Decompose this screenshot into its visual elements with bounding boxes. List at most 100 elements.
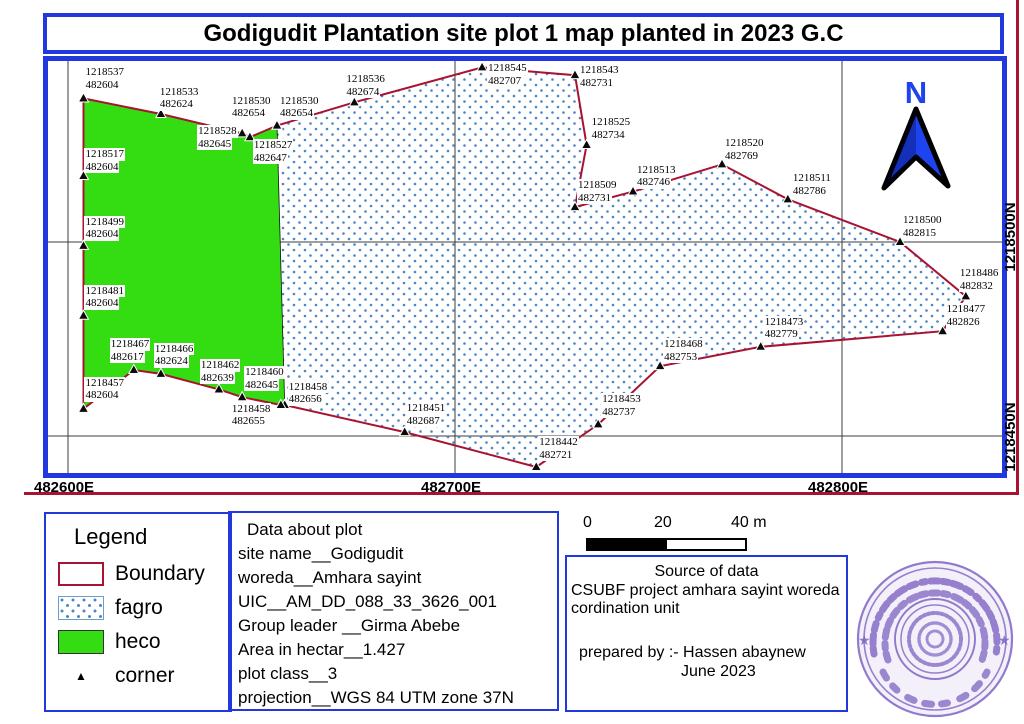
northing-value: 1218511 (791, 172, 832, 185)
easting-value: 482624 (153, 355, 189, 368)
northing-value: 1218460 (244, 366, 285, 379)
corner-marker-triangle (781, 192, 794, 204)
northing-value: 1218528 (197, 125, 238, 138)
corner-marker-triangle (236, 126, 248, 138)
plot-info-line: Data about plot (247, 520, 363, 539)
corner-coordinate-label: 1218451 482687 (405, 402, 447, 428)
north-label: N (905, 75, 927, 110)
easting-value: 482604 (84, 160, 120, 174)
scale-bar-empty-half (666, 540, 745, 549)
corner-marker-triangle (127, 363, 140, 375)
corner-marker-triangle (936, 324, 949, 336)
legend-panel: Legend Boundary fagro heco ▲ corner (44, 512, 232, 712)
heco-swatch-icon (58, 630, 104, 654)
corner-marker-triangle (77, 91, 90, 103)
northing-value: 1218513 (636, 163, 677, 177)
easting-value: 482746 (636, 176, 672, 189)
stamp-star-right-icon: ★ (998, 632, 1011, 648)
corner-marker-triangle (654, 359, 666, 371)
scale-tick-label: 20 (654, 514, 672, 531)
northing-value: 1218486 (958, 267, 1000, 280)
corner-marker-triangle (398, 425, 411, 437)
plot-info-line: woreda__Amhara sayint (238, 568, 422, 587)
plot-info-line: Area in hectar__1.427 (238, 640, 406, 659)
easting-value: 482786 (791, 184, 827, 198)
corner-coordinate-label: 1218458 482656 (287, 380, 329, 406)
corner-coordinate-label: 1218509 482731 (576, 179, 618, 205)
corner-marker-triangle (271, 119, 283, 130)
northing-value: 1218517 (84, 148, 125, 161)
northing-value: 1218462 (199, 359, 241, 372)
corner-coordinate-label: 1218520 482769 (724, 137, 765, 163)
northing-value: 1218453 (601, 393, 642, 406)
easting-value: 482624 (158, 98, 194, 111)
stamp-star-left-icon: ★ (858, 632, 871, 648)
corner-coordinate-label: 1218527 482647 (252, 139, 294, 165)
easting-value: 482645 (197, 137, 233, 151)
northing-value: 1218468 (663, 338, 704, 351)
plot-info-line: UIC__AM_DD_088_33_3626_001 (238, 592, 497, 611)
easting-axis-label: 482800E (808, 479, 869, 496)
stamp-text-arc-top-inner (881, 589, 989, 664)
northing-value: 1218543 (578, 64, 620, 77)
corner-marker-triangle (77, 309, 90, 320)
legend-item-boundary: Boundary (58, 562, 230, 586)
corner-coordinate-label: 1218477 482826 (945, 303, 987, 329)
corner-coordinate-label: 1218453 482737 (601, 393, 642, 419)
corner-marker-triangle (569, 200, 581, 212)
corner-marker-triangle (244, 130, 256, 142)
corner-marker-triangle (236, 390, 248, 402)
easting-value: 482832 (958, 279, 994, 293)
easting-value: 482674 (345, 85, 381, 99)
easting-value: 482645 (244, 378, 280, 392)
corner-coordinate-label: 1218457 482604 (84, 376, 125, 402)
stamp-outer-ring (856, 560, 1014, 718)
corner-marker-triangle (959, 289, 972, 301)
northing-value: 1218458 (287, 380, 329, 394)
stamp-emblem-ring (907, 611, 963, 667)
easting-value: 482654 (230, 107, 266, 120)
northing-value: 1218545 (487, 62, 528, 75)
legend-item-label: corner (115, 664, 175, 687)
corner-coordinate-label: 1218545 482707 (487, 62, 528, 88)
corner-marker-triangle (348, 95, 361, 107)
north-arrow: N (881, 75, 951, 191)
corner-coordinate-label: 1218536 482674 (345, 73, 386, 99)
scale-tick-label: 40 m (731, 514, 767, 531)
stamp-outer-ring-inner (863, 567, 1007, 711)
map-frame (43, 56, 1007, 478)
easting-value: 482639 (199, 371, 235, 385)
scale-bar-graphic (586, 538, 747, 551)
northing-value: 1218536 (345, 73, 386, 86)
legend-item-corner: ▲ corner (58, 664, 230, 688)
north-arrow-shade (884, 109, 916, 188)
legend-item-label: heco (115, 630, 161, 653)
plot-info-line: Group leader __Girma Abebe (238, 616, 461, 635)
corner-markers (77, 60, 972, 472)
corner-coordinate-label: 1218468 482753 (663, 338, 704, 364)
source-line: cordination unit (571, 600, 680, 617)
easting-value: 482769 (724, 149, 760, 163)
stamp-text-arc-bottom (879, 668, 991, 708)
northing-value: 1218451 (405, 402, 447, 415)
northing-value: 1218477 (945, 303, 987, 316)
easting-value: 482731 (576, 191, 612, 205)
legend-item-heco: heco (58, 630, 230, 654)
northing-value: 1218530 (278, 94, 320, 108)
corner-marker-triangle (476, 60, 488, 72)
corner-coordinate-label: 1218486 482832 (958, 267, 1000, 293)
easting-value: 482647 (252, 151, 288, 165)
easting-value: 482654 (278, 107, 314, 120)
corner-marker-triangle (155, 367, 167, 378)
easting-value: 482604 (84, 297, 120, 310)
corner-coordinate-label: 1218500 482815 (902, 214, 943, 239)
easting-value: 482707 (487, 74, 523, 88)
corner-coordinate-label: 1218473 482779 (763, 315, 805, 341)
easting-value: 482731 (578, 76, 614, 90)
corner-coordinate-label: 1218499 482604 (84, 215, 125, 241)
north-arrow-shape (881, 106, 951, 191)
northing-value: 1218527 (252, 139, 294, 152)
northing-value: 1218458 (230, 402, 272, 416)
